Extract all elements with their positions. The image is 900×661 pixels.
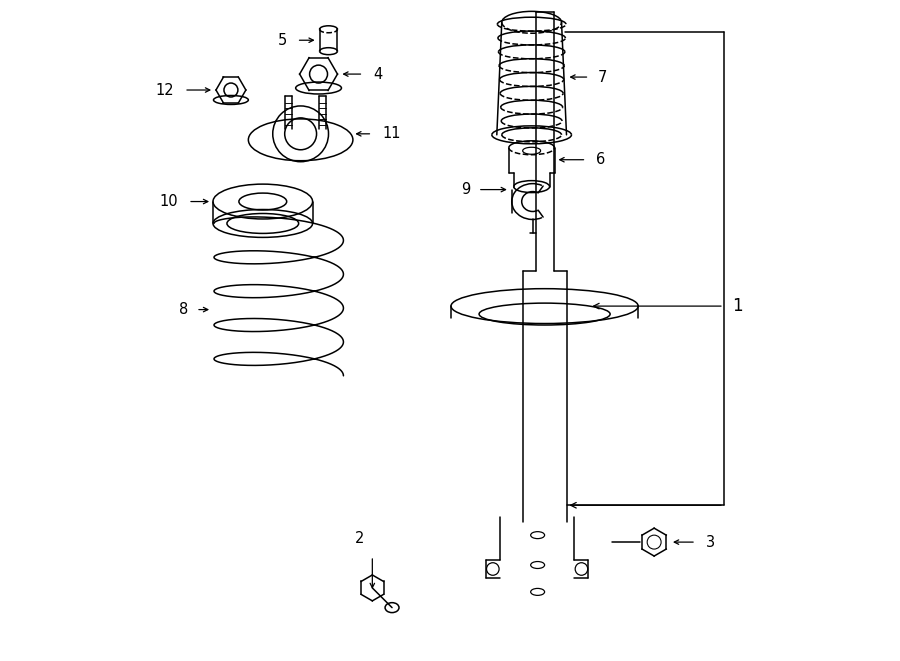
- Text: 8: 8: [179, 302, 188, 317]
- Text: 12: 12: [156, 83, 175, 98]
- Text: 6: 6: [597, 152, 606, 167]
- Text: 5: 5: [277, 33, 287, 48]
- Text: 9: 9: [461, 182, 470, 197]
- Text: 4: 4: [374, 67, 382, 81]
- Text: 10: 10: [159, 194, 178, 209]
- Text: 1: 1: [732, 297, 742, 315]
- Text: 3: 3: [706, 535, 715, 549]
- Text: 2: 2: [355, 531, 365, 545]
- Text: 11: 11: [382, 126, 400, 141]
- Text: 7: 7: [598, 69, 607, 85]
